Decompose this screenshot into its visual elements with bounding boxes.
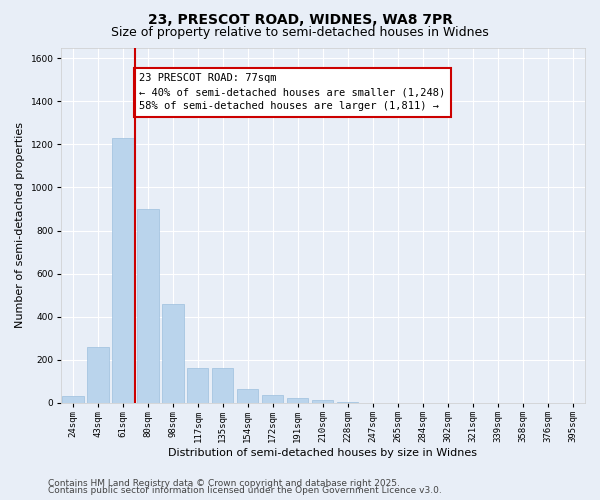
Bar bbox=[62, 396, 83, 403]
Text: Contains HM Land Registry data © Crown copyright and database right 2025.: Contains HM Land Registry data © Crown c… bbox=[48, 478, 400, 488]
Bar bbox=[262, 395, 283, 403]
Bar bbox=[337, 402, 358, 403]
Bar bbox=[312, 400, 334, 403]
Text: Contains public sector information licensed under the Open Government Licence v3: Contains public sector information licen… bbox=[48, 486, 442, 495]
Bar bbox=[287, 398, 308, 403]
Text: 23, PRESCOT ROAD, WIDNES, WA8 7PR: 23, PRESCOT ROAD, WIDNES, WA8 7PR bbox=[148, 12, 452, 26]
Text: 23 PRESCOT ROAD: 77sqm
← 40% of semi-detached houses are smaller (1,248)
58% of : 23 PRESCOT ROAD: 77sqm ← 40% of semi-det… bbox=[139, 74, 445, 112]
Y-axis label: Number of semi-detached properties: Number of semi-detached properties bbox=[15, 122, 25, 328]
Bar bbox=[212, 368, 233, 403]
Text: Size of property relative to semi-detached houses in Widnes: Size of property relative to semi-detach… bbox=[111, 26, 489, 39]
Bar bbox=[162, 304, 184, 403]
Bar bbox=[88, 347, 109, 403]
X-axis label: Distribution of semi-detached houses by size in Widnes: Distribution of semi-detached houses by … bbox=[168, 448, 477, 458]
Bar bbox=[112, 138, 134, 403]
Bar bbox=[237, 389, 259, 403]
Bar bbox=[137, 209, 158, 403]
Bar bbox=[187, 368, 208, 403]
